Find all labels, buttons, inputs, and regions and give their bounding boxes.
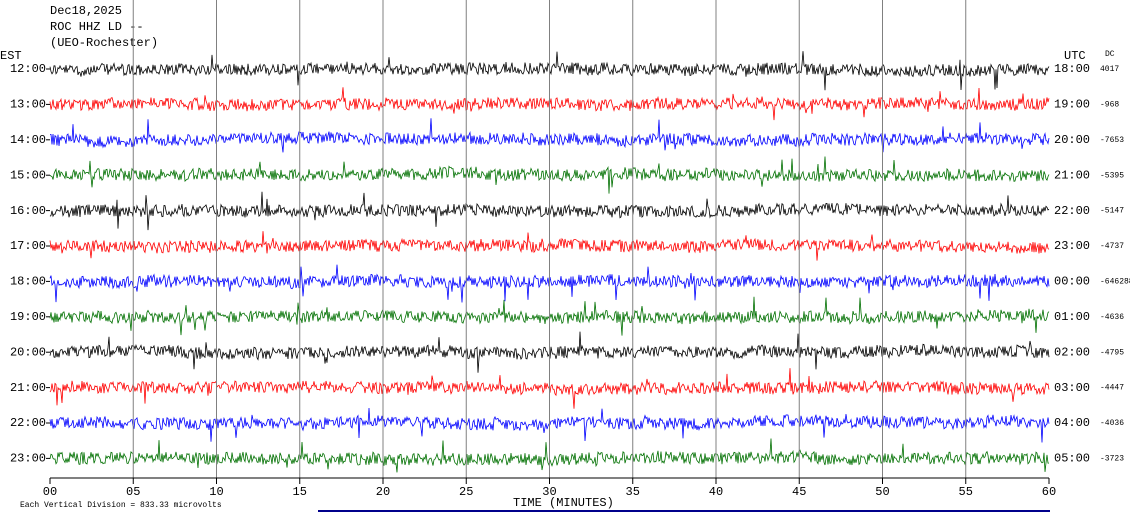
x-tick-label: 05 (126, 485, 140, 499)
dc-value: -3723 (1100, 455, 1124, 464)
dc-value: 4017 (1100, 65, 1119, 74)
x-tick-label: 15 (293, 485, 307, 499)
dc-value: -4036 (1100, 419, 1124, 428)
utc-label: 19:00 (1054, 98, 1090, 112)
utc-label: 21:00 (1054, 168, 1090, 182)
est-label: 17:00 (10, 239, 46, 253)
utc-label: 02:00 (1054, 345, 1090, 359)
est-label: 13:00 (10, 98, 46, 112)
dc-value: -4636 (1100, 313, 1124, 322)
utc-label: 04:00 (1054, 416, 1090, 430)
dc-value: -6462889 (1100, 278, 1130, 287)
est-label: 12:00 (10, 62, 46, 76)
x-tick-label: 60 (1042, 485, 1056, 499)
dc-value: -4737 (1100, 242, 1124, 251)
dc-value: -5395 (1100, 171, 1124, 180)
est-label: 23:00 (10, 452, 46, 466)
utc-label: 23:00 (1054, 239, 1090, 253)
x-tick-label: 50 (875, 485, 889, 499)
x-tick-label: 00 (43, 485, 57, 499)
est-label: 15:00 (10, 168, 46, 182)
utc-label: 18:00 (1054, 62, 1090, 76)
utc-label: 00:00 (1054, 275, 1090, 289)
est-label: 14:00 (10, 133, 46, 147)
dc-label: DC (1105, 50, 1115, 59)
est-label: 20:00 (10, 345, 46, 359)
x-tick-label: 35 (626, 485, 640, 499)
dc-value: -5147 (1100, 207, 1124, 216)
utc-label: 05:00 (1054, 452, 1090, 466)
est-label: 22:00 (10, 416, 46, 430)
right-label: UTC (1064, 49, 1086, 63)
utc-label: 03:00 (1054, 381, 1090, 395)
station: ROC HHZ LD -- (50, 20, 144, 34)
left-label: EST (0, 49, 22, 63)
x-tick-label: 25 (459, 485, 473, 499)
utc-label: 01:00 (1054, 310, 1090, 324)
est-label: 18:00 (10, 275, 46, 289)
utc-label: 20:00 (1054, 133, 1090, 147)
dc-value: -4795 (1100, 348, 1124, 357)
dc-value: -968 (1100, 101, 1119, 110)
x-tick-label: 40 (709, 485, 723, 499)
est-label: 21:00 (10, 381, 46, 395)
dc-value: -7653 (1100, 136, 1124, 145)
date: Dec18,2025 (50, 4, 122, 18)
x-tick-label: 10 (209, 485, 223, 499)
est-label: 19:00 (10, 310, 46, 324)
x-tick-label: 20 (376, 485, 390, 499)
x-tick-label: 45 (792, 485, 806, 499)
location: (UEO-Rochester) (50, 36, 158, 50)
footer-note: Each Vertical Division = 833.33 microvol… (20, 501, 222, 510)
x-axis-label: TIME (MINUTES) (513, 496, 614, 510)
est-label: 16:00 (10, 204, 46, 218)
dc-value: -4447 (1100, 384, 1124, 393)
utc-label: 22:00 (1054, 204, 1090, 218)
x-tick-label: 55 (959, 485, 973, 499)
x-tick-label: 30 (542, 485, 556, 499)
